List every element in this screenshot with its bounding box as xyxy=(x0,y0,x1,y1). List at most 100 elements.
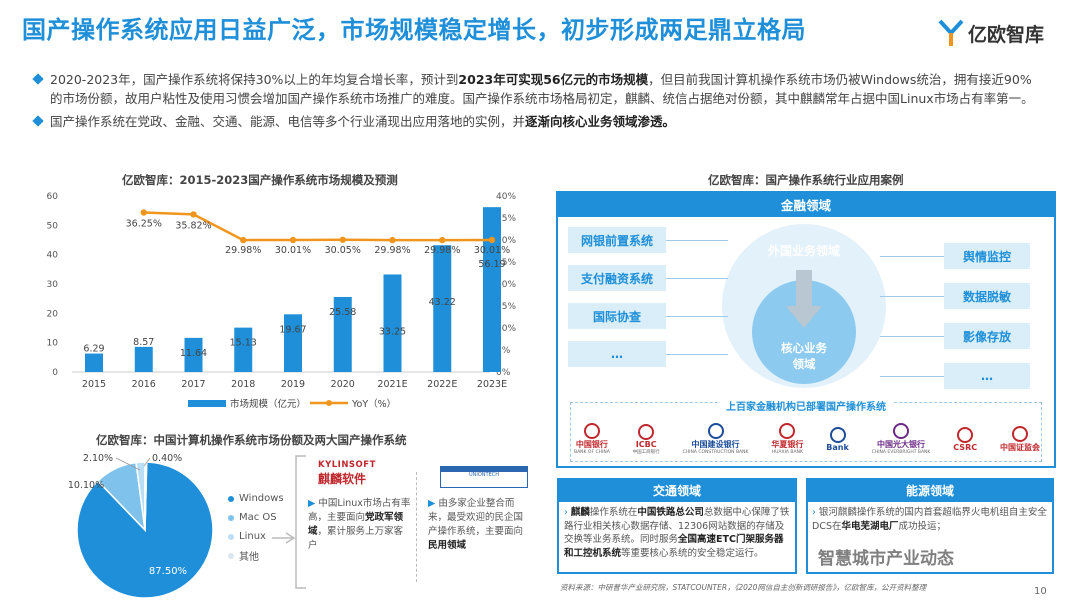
yoy-value-label: 30.01% xyxy=(474,245,510,256)
bank-name: 华夏银行 xyxy=(771,440,804,449)
logo-icon xyxy=(938,19,964,46)
case-pill: 支付融资系统 xyxy=(568,265,666,291)
transport-text-d: 等重要核心系统的安全稳定运行。 xyxy=(621,547,764,559)
y-left-tick-label: 30 xyxy=(47,280,59,290)
pie-value-label: 87.50% xyxy=(149,566,187,577)
bank-logo: ICBC 中国工商银行 xyxy=(633,423,660,455)
pie-legend-item: 其他 xyxy=(228,546,284,565)
energy-text-b: 成功投运； xyxy=(898,520,947,532)
bank-logo: 中国光大银行 CHINA EVERBRIGHT BANK xyxy=(871,423,931,455)
pie-legend-label: Linux xyxy=(239,531,266,542)
page-number: 10 xyxy=(1034,586,1047,597)
kylin-bold: 党政军领域 xyxy=(308,512,404,537)
yoy-value-label: 35.82% xyxy=(175,220,211,231)
bar-value-label: 25.58 xyxy=(329,307,356,318)
bar-mark xyxy=(333,296,352,372)
bar-mark xyxy=(85,353,103,372)
inner-circle-line-2: 领域 xyxy=(792,357,816,371)
bank-name: 中国证监会 xyxy=(1000,442,1040,452)
y-right-tick-label: 5% xyxy=(496,346,511,356)
bar-mark xyxy=(284,314,302,372)
leader-line xyxy=(115,457,141,471)
bank-subname: CHINA EVERBRIGHT BANK xyxy=(871,450,931,455)
bank-logo: Bank xyxy=(826,426,849,452)
pie-legend-item: Windows xyxy=(228,489,284,508)
x-tick-label: 2017 xyxy=(181,379,205,390)
cases-title: 亿欧智库：国产操作系统行业应用案例 xyxy=(708,173,904,187)
legend-dot-icon xyxy=(228,533,234,540)
bar-mark xyxy=(234,327,253,372)
bank-emblem-icon xyxy=(893,423,910,439)
x-tick-label: 2016 xyxy=(132,379,156,390)
diamond-bullet-icon xyxy=(32,73,44,85)
uos-bold: 民用领域 xyxy=(428,540,467,551)
pie-legend-item: Linux xyxy=(228,527,284,546)
divider xyxy=(416,472,417,582)
x-tick-label: 2023E xyxy=(477,379,507,390)
case-pill: … xyxy=(568,341,666,367)
bullet-text: 2020-2023年，国产操作系统将保持30%以上的年均复合增长率，预计到 xyxy=(50,72,459,87)
y-right-tick-label: 15% xyxy=(496,302,516,312)
bank-emblem-icon xyxy=(638,423,655,440)
bank-logo: 中国银行 BANK OF CHINA xyxy=(574,423,610,455)
y-left-tick-label: 0 xyxy=(52,368,58,378)
pie-value-label: 0.40% xyxy=(152,453,182,464)
bank-logo: CSRC xyxy=(953,426,977,452)
transport-bold-1: 中国铁路总公司 xyxy=(637,507,704,518)
yoy-point xyxy=(190,211,197,218)
bank-emblem-icon xyxy=(707,423,724,439)
y-right-tick-label: 0% xyxy=(496,368,511,378)
x-tick-label: 2019 xyxy=(281,379,305,390)
transport-text: › 麒麟操作系统在中国铁路总公司总数据中心保障了铁路行业相关核心数据存储、123… xyxy=(564,506,790,560)
energy-bold: 华电芜湖电厂 xyxy=(841,520,899,532)
x-tick-label: 2018 xyxy=(231,379,255,390)
yoy-value-label: 29.98% xyxy=(374,245,410,256)
diamond-bullet-icon xyxy=(32,115,44,127)
transport-text-c: 总数据中心保障了铁路行业相关核心数据存储、12306网站数据的存储及交换等业务系… xyxy=(564,507,790,545)
connector-line xyxy=(666,354,728,355)
bank-logo: 中国证监会 xyxy=(1000,425,1040,453)
bank-emblem-icon xyxy=(779,423,796,439)
pie-value-label: 2.10% xyxy=(83,453,113,464)
bank-name: 中国光大银行 xyxy=(877,440,926,449)
yoy-point xyxy=(240,236,247,244)
kylin-text: 中国Linux市场占有率高，主要面向 xyxy=(308,498,411,523)
leader-line xyxy=(143,457,151,467)
case-pill: 网银前置系统 xyxy=(568,227,666,253)
y-left-tick-label: 50 xyxy=(47,221,59,231)
energy-text: › 银河麒麟操作系统的国内首套超临界火电机组自主安全DCS在华电芜湖电厂成功投运… xyxy=(812,506,1048,533)
legend-bar-label: 市场规模（亿元） xyxy=(230,398,306,410)
bar-value-label: 43.22 xyxy=(429,297,456,308)
legend-line-label: YoY（%） xyxy=(351,398,396,410)
kylinsoft-logo-cn: 麒麟软件 xyxy=(318,472,367,486)
connector-line xyxy=(880,336,944,337)
legend-dot-icon xyxy=(228,495,234,502)
bullet-item: 国产操作系统在党政、金融、交通、能源、电信等多个行业涌现出应用落地的实例，并逐渐… xyxy=(32,112,1044,131)
pie-value-label: 10.10% xyxy=(68,480,104,491)
bar-value-label: 56.19 xyxy=(478,259,505,270)
legend-dot-icon xyxy=(228,552,234,559)
yoy-point xyxy=(339,236,346,243)
bar-value-label: 11.64 xyxy=(180,348,207,359)
inner-circle-line-1: 核心业务 xyxy=(781,341,827,355)
pie-legend-label: 其他 xyxy=(239,552,259,563)
yoy-value-label: 30.05% xyxy=(325,245,361,256)
combo-chart-title: 亿欧智库：2015-2023国产操作系统市场规模及预测 xyxy=(122,173,398,187)
x-tick-label: 2020 xyxy=(331,379,355,390)
bank-emblem-icon xyxy=(829,426,846,443)
y-right-tick-label: 35% xyxy=(496,214,516,224)
bank-name: ICBC xyxy=(635,439,657,449)
pie-legend-label: Mac OS xyxy=(239,512,277,523)
bullet-list: 2020-2023年，国产操作系统将保持30%以上的年均复合增长率，预计到202… xyxy=(32,70,1044,135)
bar-value-label: 19.67 xyxy=(279,324,306,335)
bank-name: Bank xyxy=(826,442,849,452)
logo: 亿欧智库 xyxy=(938,18,1044,48)
os-share-pie-chart: 87.50% 10.10% 2.10% 0.40% xyxy=(68,453,214,599)
yoy-value-label: 29.98% xyxy=(424,245,460,256)
bar-mark xyxy=(383,274,402,372)
bank-subname: HUAXIA BANK xyxy=(771,450,803,455)
bullet-bold: 逐渐向核心业务领域渗透。 xyxy=(525,114,676,129)
y-left-tick-label: 60 xyxy=(47,192,59,202)
bullet-text: ，但目前我国计算机操作系统市场仍被Windows统治，拥有接近90%的市场份额，… xyxy=(50,72,1034,106)
x-tick-label: 2015 xyxy=(82,379,106,390)
